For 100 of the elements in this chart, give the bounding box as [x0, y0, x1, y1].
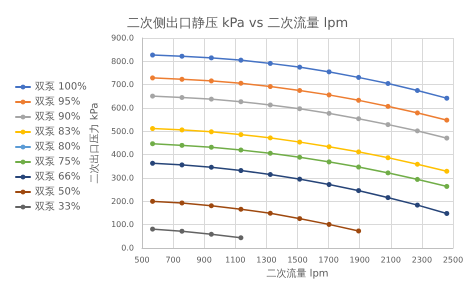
legend-label: 双泵 80% — [35, 142, 80, 152]
x-axis-title: 二次流量 lpm — [266, 267, 329, 280]
point — [326, 222, 332, 227]
chart-title: 二次侧出口静压 kPa vs 二次流量 lpm — [126, 15, 348, 31]
point — [326, 182, 332, 188]
x-tick-label: 1900 — [350, 256, 370, 264]
point — [356, 74, 362, 80]
point — [356, 228, 362, 234]
point — [386, 195, 390, 200]
legend-label: 双泵 66% — [35, 172, 80, 182]
x-tick-label: 500 — [134, 256, 150, 264]
y-tick-label: 900.0 — [111, 34, 134, 42]
point — [268, 172, 273, 177]
point — [268, 210, 273, 216]
point — [238, 80, 244, 86]
point — [386, 104, 390, 109]
point — [238, 206, 244, 212]
y-tick-label: 800.0 — [111, 56, 134, 66]
point — [179, 142, 184, 148]
x-tick-label: 1700 — [318, 256, 339, 264]
point — [326, 159, 332, 164]
x-tick-label: 900 — [196, 256, 212, 264]
point — [179, 127, 184, 132]
legend-label: 双泵 100% — [35, 82, 87, 92]
point — [238, 132, 244, 138]
y-tick-label: 100.0 — [111, 220, 134, 230]
point — [150, 94, 156, 99]
x-tick-label: 2100 — [380, 256, 401, 264]
point — [297, 140, 302, 145]
point — [268, 150, 273, 156]
x-tick-label: 2300 — [412, 256, 432, 264]
point — [268, 84, 273, 90]
point — [444, 168, 450, 174]
point — [150, 126, 156, 132]
point — [444, 136, 450, 141]
point — [414, 88, 420, 93]
point — [386, 170, 390, 176]
point — [208, 144, 214, 150]
point — [179, 95, 184, 100]
y-tick-label: 700.0 — [111, 80, 134, 90]
point — [326, 144, 332, 150]
point — [386, 81, 390, 86]
point — [238, 148, 244, 152]
point — [208, 129, 214, 134]
x-tick-label: 1100 — [225, 256, 246, 264]
legend-label: 双泵 90% — [35, 112, 80, 122]
point — [444, 184, 450, 189]
point — [208, 203, 214, 208]
point — [208, 78, 214, 84]
point — [356, 149, 362, 154]
point — [297, 64, 302, 70]
point — [326, 69, 332, 74]
legend-label: 双泵 83% — [35, 126, 80, 138]
point — [297, 216, 302, 222]
legend-label: 双泵 95% — [35, 96, 80, 108]
point — [208, 96, 214, 102]
point — [268, 102, 273, 108]
y-tick-label: 500.0 — [111, 126, 134, 136]
x-tick-label: 2500 — [442, 256, 464, 264]
x-tick-label: 700 — [165, 256, 181, 264]
point — [179, 162, 184, 168]
point — [179, 54, 184, 59]
point — [386, 155, 390, 160]
point — [150, 198, 156, 204]
y-axis-title: 二次出口压力 kPa — [88, 102, 101, 184]
point — [297, 88, 302, 93]
point — [179, 76, 184, 82]
point — [150, 160, 156, 166]
legend-label: 双泵 75% — [35, 156, 80, 168]
y-tick-label: 300.0 — [111, 174, 134, 182]
point — [238, 99, 244, 104]
y-tick-label: 200.0 — [111, 196, 134, 206]
point — [150, 75, 156, 80]
point — [238, 58, 244, 63]
point — [238, 168, 244, 174]
x-tick-label: 1300 — [256, 256, 277, 264]
y-tick-label: 600.0 — [111, 104, 134, 112]
point — [297, 176, 302, 182]
point — [179, 200, 184, 206]
point — [356, 116, 362, 122]
point — [208, 164, 214, 170]
legend-label: 双泵 33% — [35, 202, 80, 212]
point — [268, 60, 273, 66]
point — [414, 110, 420, 116]
x-tick-label: 1500 — [287, 256, 308, 264]
point — [150, 141, 156, 146]
point — [208, 55, 214, 60]
point — [179, 228, 184, 234]
point — [268, 135, 273, 140]
y-tick-label: 400.0 — [111, 150, 134, 160]
point — [150, 226, 156, 232]
point — [414, 176, 420, 182]
point — [356, 98, 362, 103]
point — [444, 96, 450, 101]
point — [414, 128, 420, 134]
point — [386, 122, 390, 128]
point — [414, 202, 420, 208]
point — [150, 52, 156, 58]
point — [444, 210, 450, 216]
point — [414, 162, 420, 167]
